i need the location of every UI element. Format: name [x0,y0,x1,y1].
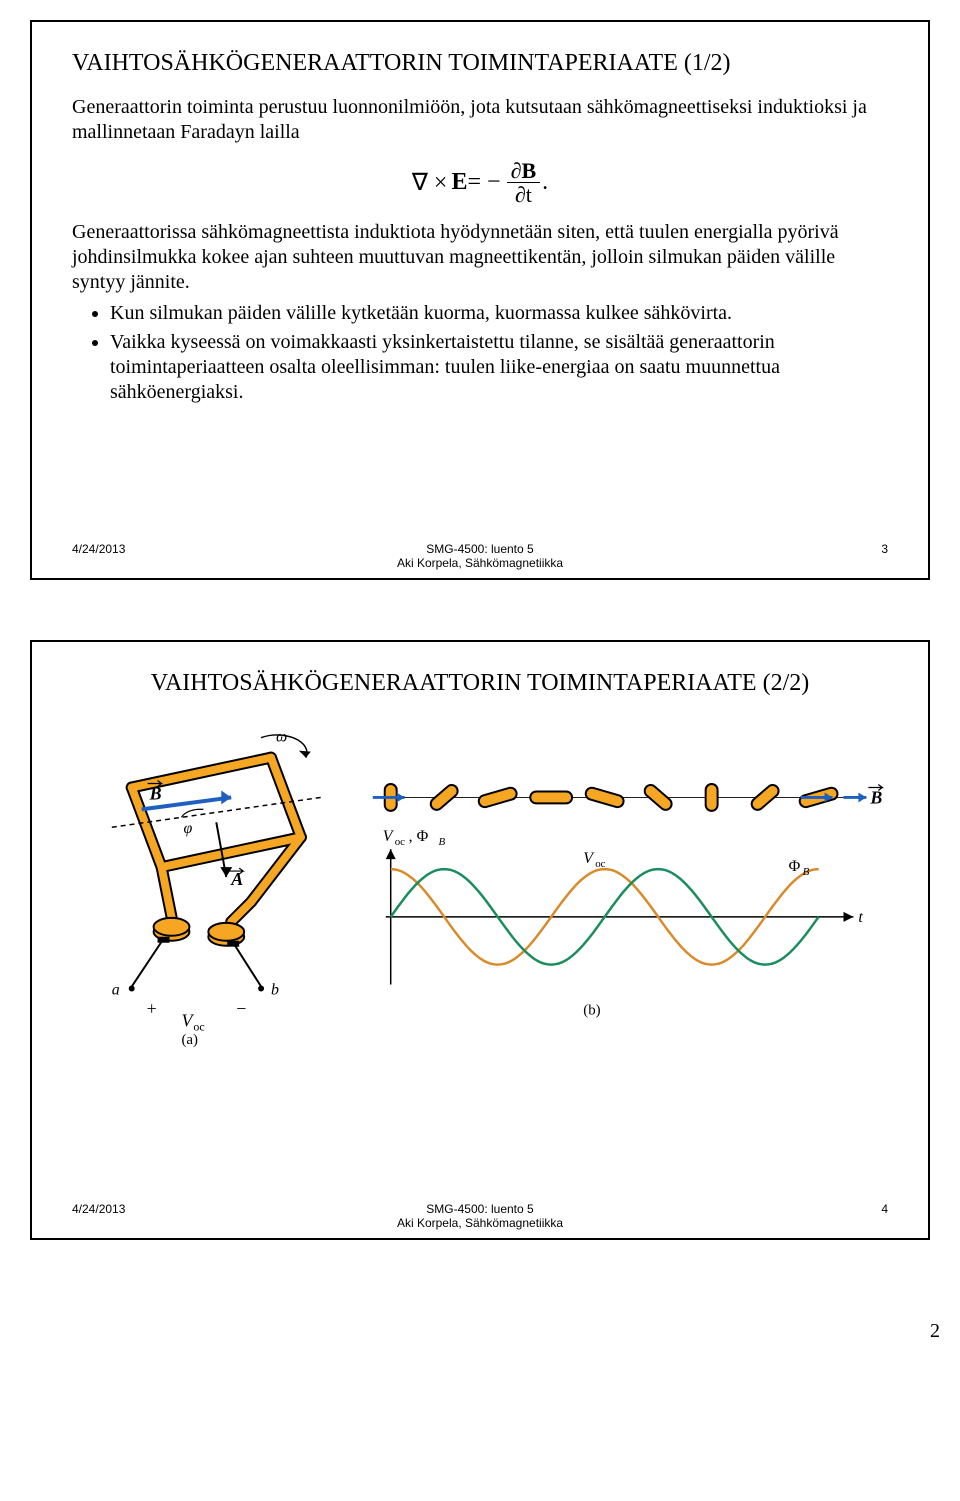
eq-den: ∂t [511,183,536,206]
diagram-a-coil: ωBφAab+−Voc(a) [72,727,331,1047]
faraday-equation: ∇ × E = − ∂B ∂t . [72,159,888,206]
footer-page-2: 4 [808,1202,888,1230]
diagram-b-wave: BtVoc, ΦBVocΦB(b) [331,727,888,1047]
svg-text:Φ: Φ [788,858,800,875]
svg-text:oc: oc [394,836,404,848]
svg-text:(a): (a) [181,1032,198,1047]
footer-page: 3 [808,542,888,570]
footer-date-2: 4/24/2013 [72,1202,152,1230]
bullet-1: Kun silmukan päiden välille kytketään ku… [110,301,888,326]
svg-text:oc: oc [193,1019,204,1033]
svg-text:a: a [112,981,120,998]
eq-period: . [542,169,548,196]
slide-1-title: VAIHTOSÄHKÖGENERAATTORIN TOIMINTAPERIAAT… [72,50,888,77]
eq-E: E [451,169,467,196]
slide-2-title: VAIHTOSÄHKÖGENERAATTORIN TOIMINTAPERIAAT… [72,670,888,697]
slide-1: VAIHTOSÄHKÖGENERAATTORIN TOIMINTAPERIAAT… [30,20,930,580]
svg-text:V: V [382,828,394,845]
svg-text:b: b [271,981,279,998]
footer-course-2: SMG-4500: luento 5 [152,1202,808,1216]
slide-2-footer: 4/24/2013 SMG-4500: luento 5 Aki Korpela… [32,1202,928,1230]
footer-author: Aki Korpela, Sähkömagnetiikka [152,556,808,570]
footer-course: SMG-4500: luento 5 [152,542,808,556]
slide-1-para: Generaattorissa sähkömagneettista indukt… [72,220,888,295]
slide-2: VAIHTOSÄHKÖGENERAATTORIN TOIMINTAPERIAAT… [30,640,930,1240]
svg-text:t: t [858,909,863,926]
svg-text:φ: φ [183,820,192,837]
slide-1-intro: Generaattorin toiminta perustuu luonnoni… [72,95,888,145]
svg-text:B: B [869,787,882,807]
slide-1-footer: 4/24/2013 SMG-4500: luento 5 Aki Korpela… [32,542,928,570]
svg-text:, Φ: , Φ [408,828,428,845]
bullet-2: Vaikka kyseessä on voimakkaasti yksinker… [110,330,888,405]
footer-author-2: Aki Korpela, Sähkömagnetiikka [152,1216,808,1230]
svg-text:V: V [583,850,595,867]
svg-text:(b): (b) [583,1002,600,1018]
eq-num-B: B [521,158,536,183]
svg-text:ω: ω [276,729,287,746]
eq-num-partial: ∂ [511,158,522,183]
footer-date: 4/24/2013 [72,542,152,570]
diagram-container: ωBφAab+−Voc(a) BtVoc, ΦBVocΦB(b) [72,727,888,1047]
slide-1-bullets: Kun silmukan päiden välille kytketään ku… [72,301,888,405]
eq-equals: = − [467,169,500,196]
svg-text:B: B [802,866,809,878]
svg-text:B: B [149,783,162,803]
eq-nabla: ∇ × [412,168,448,197]
svg-text:B: B [438,836,445,848]
outer-page-number: 2 [0,1310,960,1343]
svg-text:−: − [236,998,246,1018]
svg-text:oc: oc [595,858,605,870]
eq-fraction: ∂B ∂t [507,159,541,206]
svg-text:+: + [147,998,157,1018]
